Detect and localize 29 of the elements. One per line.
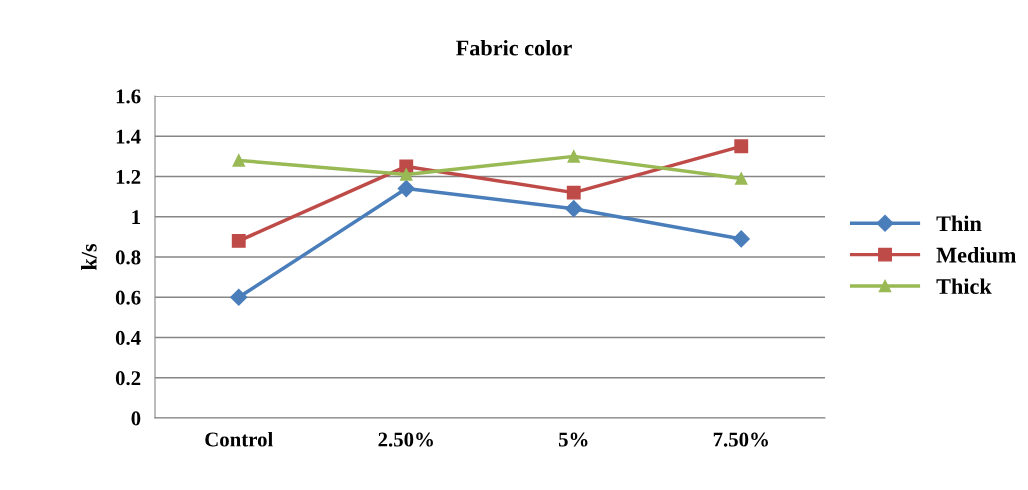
y-tick-label: 1.4 [116,129,141,144]
point [230,288,248,306]
y-tick-label: 1.6 [116,89,141,104]
point [231,233,246,248]
point [734,172,748,185]
x-tick-label: 2.50% [378,432,433,447]
y-tick-label: 0.4 [115,330,141,346]
y-tick-label: 0.8 [115,250,141,265]
point [565,200,583,218]
y-axis-title: k/s [81,243,97,271]
point [732,230,750,248]
point [232,154,246,167]
legend-label: Medium [936,246,1017,263]
chart-title: Fabric color [456,39,572,56]
point [567,150,581,163]
x-tick-label: 5% [558,432,588,447]
y-tick-label: 1.2 [116,169,141,185]
x-tick-label: Control [205,431,273,447]
point [734,139,749,154]
point [397,180,415,198]
x-tick-label: 7.50% [713,432,768,447]
y-tick-label: 0 [131,411,141,426]
y-tick-label: 0.6 [115,290,141,305]
legend-label: Thin [936,215,982,232]
y-tick-label: 1 [132,210,141,224]
y-tick-label: 0.2 [115,371,141,386]
point [566,185,581,200]
legend-label: Thick [936,278,992,295]
point [399,168,413,181]
